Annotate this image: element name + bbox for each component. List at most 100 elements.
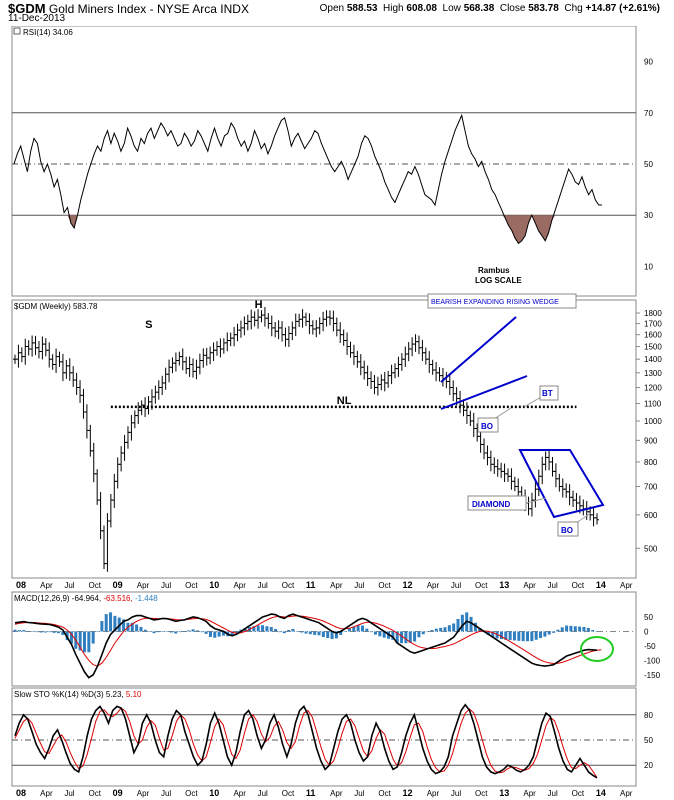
macd-histogram-bar [78, 631, 82, 651]
sto-legend-d: 5.10 [126, 690, 142, 699]
sto-legend: Slow STO %K(14) %D(3) 5.23, 5.10 [14, 690, 142, 699]
macd-histogram-bar [330, 631, 334, 640]
stochastic-panel: 80 50 20 Slow STO %K(14) %D(3) 5.23, 5.10 [12, 690, 653, 779]
macd-histogram-bar [543, 631, 547, 637]
x-tick-label: Oct [475, 789, 488, 798]
x-tick-label: Apr [523, 581, 536, 590]
rsi-oversold-fill [14, 215, 602, 244]
price-tick-label: 700 [644, 482, 658, 491]
macd-histogram-bar [578, 626, 582, 632]
x-tick-label: 10 [209, 788, 219, 798]
x-tick-label: Apr [233, 789, 246, 798]
index-name: Gold Miners Index - NYSE Arca INDX [48, 2, 249, 16]
bo-pointer-2 [575, 512, 592, 524]
x-tick-label: Oct [282, 581, 295, 590]
macd-histogram-bar [243, 627, 247, 632]
price-tick-label: 1400 [644, 355, 662, 364]
macd-histogram-bar [321, 631, 325, 637]
x-tick-label: Oct [572, 581, 585, 590]
macd-legend: MACD(12,26,9) -64.964, -63.516, -1.448 [14, 594, 158, 603]
x-tick-label: Oct [185, 789, 198, 798]
macd-histogram-bar [48, 631, 52, 633]
macd-histogram-bar [460, 614, 464, 632]
price-tick-label: 1300 [644, 369, 662, 378]
annotation-h: H [255, 299, 263, 311]
macd-histogram-bar [356, 625, 360, 632]
macd-tick-label: -150 [644, 671, 661, 680]
price-x-axis: 08 Apr Jul Oct 09 Apr Jul Oct 10 Apr Jul Oct 11 Apr Ju… [16, 580, 633, 590]
x-tick-label: 14 [596, 580, 606, 590]
macd-highlight-circle [580, 636, 614, 662]
macd-histogram-bar [395, 631, 399, 644]
price-tick-label: 1600 [644, 331, 662, 340]
x-tick-label: Jul [258, 789, 268, 798]
macd-histogram-bar [382, 631, 386, 638]
macd-legend-prefix: MACD(12,26,9) [14, 594, 72, 603]
symbol: $GDM [8, 1, 46, 16]
sto-panel-frame [11, 687, 637, 787]
macd-histogram-bar [573, 626, 577, 632]
macd-histogram-bar [174, 631, 178, 634]
macd-histogram-bar [326, 631, 330, 639]
x-tick-label: Jul [161, 581, 171, 590]
macd-histogram-bar [195, 630, 199, 632]
bt-pointer [523, 396, 542, 408]
macd-histogram-bar [169, 631, 173, 633]
price-tick-label: 1700 [644, 320, 662, 329]
bo-label-box-1 [477, 417, 499, 433]
x-tick-label: Apr [40, 789, 53, 798]
macd-histogram-bar [313, 631, 317, 635]
x-tick-label: Jul [548, 789, 558, 798]
chg-label: Chg [564, 3, 583, 14]
macd-histogram-bar [439, 627, 443, 632]
macd-histogram-bar [334, 631, 338, 639]
macd-histogram-bar [365, 628, 369, 632]
rsi-line [13, 113, 602, 245]
ohlc-readout: Open 588.53 High 608.08 Low 568.38 Close… [320, 3, 660, 14]
x-tick-label: Apr [233, 581, 246, 590]
price-tick-label: 900 [644, 436, 658, 445]
high-value: 608.08 [406, 3, 437, 14]
macd-histogram-bar [35, 631, 39, 633]
annotation-bo-1: BO [481, 422, 493, 431]
macd-histogram-bar [217, 631, 221, 637]
macd-histogram-bar [443, 627, 447, 632]
wedge-lower-line [440, 375, 528, 410]
macd-histogram-bar [430, 630, 434, 632]
macd-histogram-bar [499, 631, 503, 640]
x-tick-label: 12 [403, 580, 413, 590]
annotation-log-scale: LOG SCALE [475, 276, 522, 285]
macd-histogram-bar [408, 631, 412, 643]
macd-histogram-bar [300, 631, 304, 633]
x-tick-label: Oct [572, 789, 585, 798]
macd-legend-macd: -64.964, [72, 594, 104, 603]
macd-histogram-bar [556, 629, 560, 632]
macd-histogram-bar [352, 626, 356, 632]
x-tick-label: 10 [209, 580, 219, 590]
x-tick-label: Apr [330, 789, 343, 798]
macd-histogram-bar [591, 630, 595, 632]
macd-histogram-bar [586, 627, 590, 632]
diamond-pointer [525, 497, 547, 504]
rsi-legend-icon [13, 27, 21, 35]
annotation-bo-2: BO [561, 526, 573, 535]
price-tick-label: 1800 [644, 309, 662, 318]
x-tick-label: Jul [258, 581, 268, 590]
chart-header: $GDM Gold Miners Index - NYSE Arca INDX … [0, 0, 674, 26]
x-tick-label: Apr [620, 581, 633, 590]
macd-histogram-bar [265, 626, 269, 632]
macd-histogram-bar [52, 631, 56, 633]
macd-histogram-bar [469, 616, 473, 632]
wedge-label-box [427, 293, 577, 309]
rsi-panel: 10 30 50 70 90 RSI(14) 34.06 [12, 27, 653, 271]
x-tick-label: Jul [451, 581, 461, 590]
close-label: Close [499, 3, 526, 14]
macd-histogram-bar [213, 631, 217, 638]
macd-histogram-bar [400, 631, 404, 644]
macd-histogram-bar [252, 626, 256, 632]
x-tick-label: 08 [16, 788, 26, 798]
macd-histogram-bar [512, 631, 516, 641]
x-tick-label: Jul [548, 581, 558, 590]
high-label: High [383, 3, 404, 14]
macd-histogram-bar [208, 631, 212, 637]
